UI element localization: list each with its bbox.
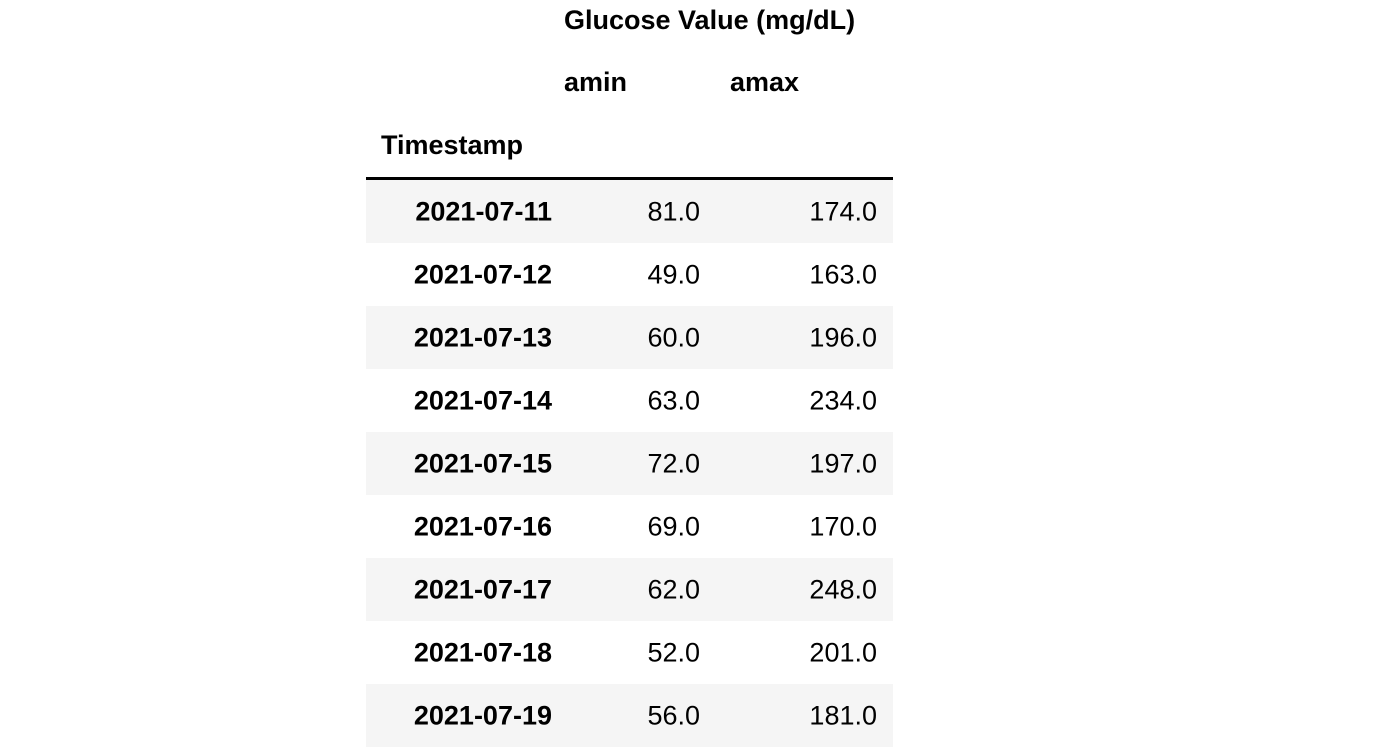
row-index: 2021-07-13 [413, 322, 552, 352]
column-header-amax: amax [730, 67, 800, 97]
cell-amax: 170.0 [809, 511, 877, 541]
cell-amin: 62.0 [647, 574, 700, 604]
table-row: 2021-07-19 56.0 181.0 [366, 684, 893, 747]
cell-amin: 52.0 [647, 637, 700, 667]
table-row: 2021-07-16 69.0 170.0 [366, 495, 893, 558]
cell-amax: 181.0 [809, 700, 877, 730]
table-row: 2021-07-15 72.0 197.0 [366, 432, 893, 495]
cell-amin: 72.0 [647, 448, 700, 478]
table-row: 2021-07-14 63.0 234.0 [366, 369, 893, 432]
row-index: 2021-07-17 [413, 574, 552, 604]
row-index: 2021-07-12 [413, 259, 552, 289]
cell-amin: 49.0 [647, 259, 700, 289]
row-index: 2021-07-18 [413, 637, 552, 667]
cell-amin: 56.0 [647, 700, 700, 730]
row-index: 2021-07-11 [415, 196, 552, 226]
row-index: 2021-07-15 [413, 448, 552, 478]
table-row: 2021-07-13 60.0 196.0 [366, 306, 893, 369]
row-index: 2021-07-16 [413, 511, 552, 541]
table-row: 2021-07-18 52.0 201.0 [366, 621, 893, 684]
cell-amax: 197.0 [809, 448, 877, 478]
table-header: Glucose Value (mg/dL) amin amax Timestam… [366, 0, 893, 180]
cell-amax: 201.0 [809, 637, 877, 667]
cell-amax: 174.0 [809, 196, 877, 226]
row-index: 2021-07-14 [413, 385, 552, 415]
cell-amin: 69.0 [647, 511, 700, 541]
cell-amin: 81.0 [647, 196, 700, 226]
table-row: 2021-07-11 81.0 174.0 [366, 180, 893, 243]
row-index: 2021-07-19 [413, 700, 552, 730]
cell-amax: 234.0 [809, 385, 877, 415]
index-name-label: Timestamp [381, 130, 524, 160]
cell-amin: 63.0 [647, 385, 700, 415]
cell-amin: 60.0 [647, 322, 700, 352]
column-group-label: Glucose Value (mg/dL) [564, 5, 856, 35]
table-row: 2021-07-17 62.0 248.0 [366, 558, 893, 621]
cell-amax: 248.0 [809, 574, 877, 604]
cell-amax: 196.0 [809, 322, 877, 352]
column-header-amin: amin [564, 67, 628, 97]
table-row: 2021-07-12 49.0 163.0 [366, 243, 893, 306]
dataframe-table: Glucose Value (mg/dL) amin amax Timestam… [366, 0, 893, 747]
cell-amax: 163.0 [809, 259, 877, 289]
